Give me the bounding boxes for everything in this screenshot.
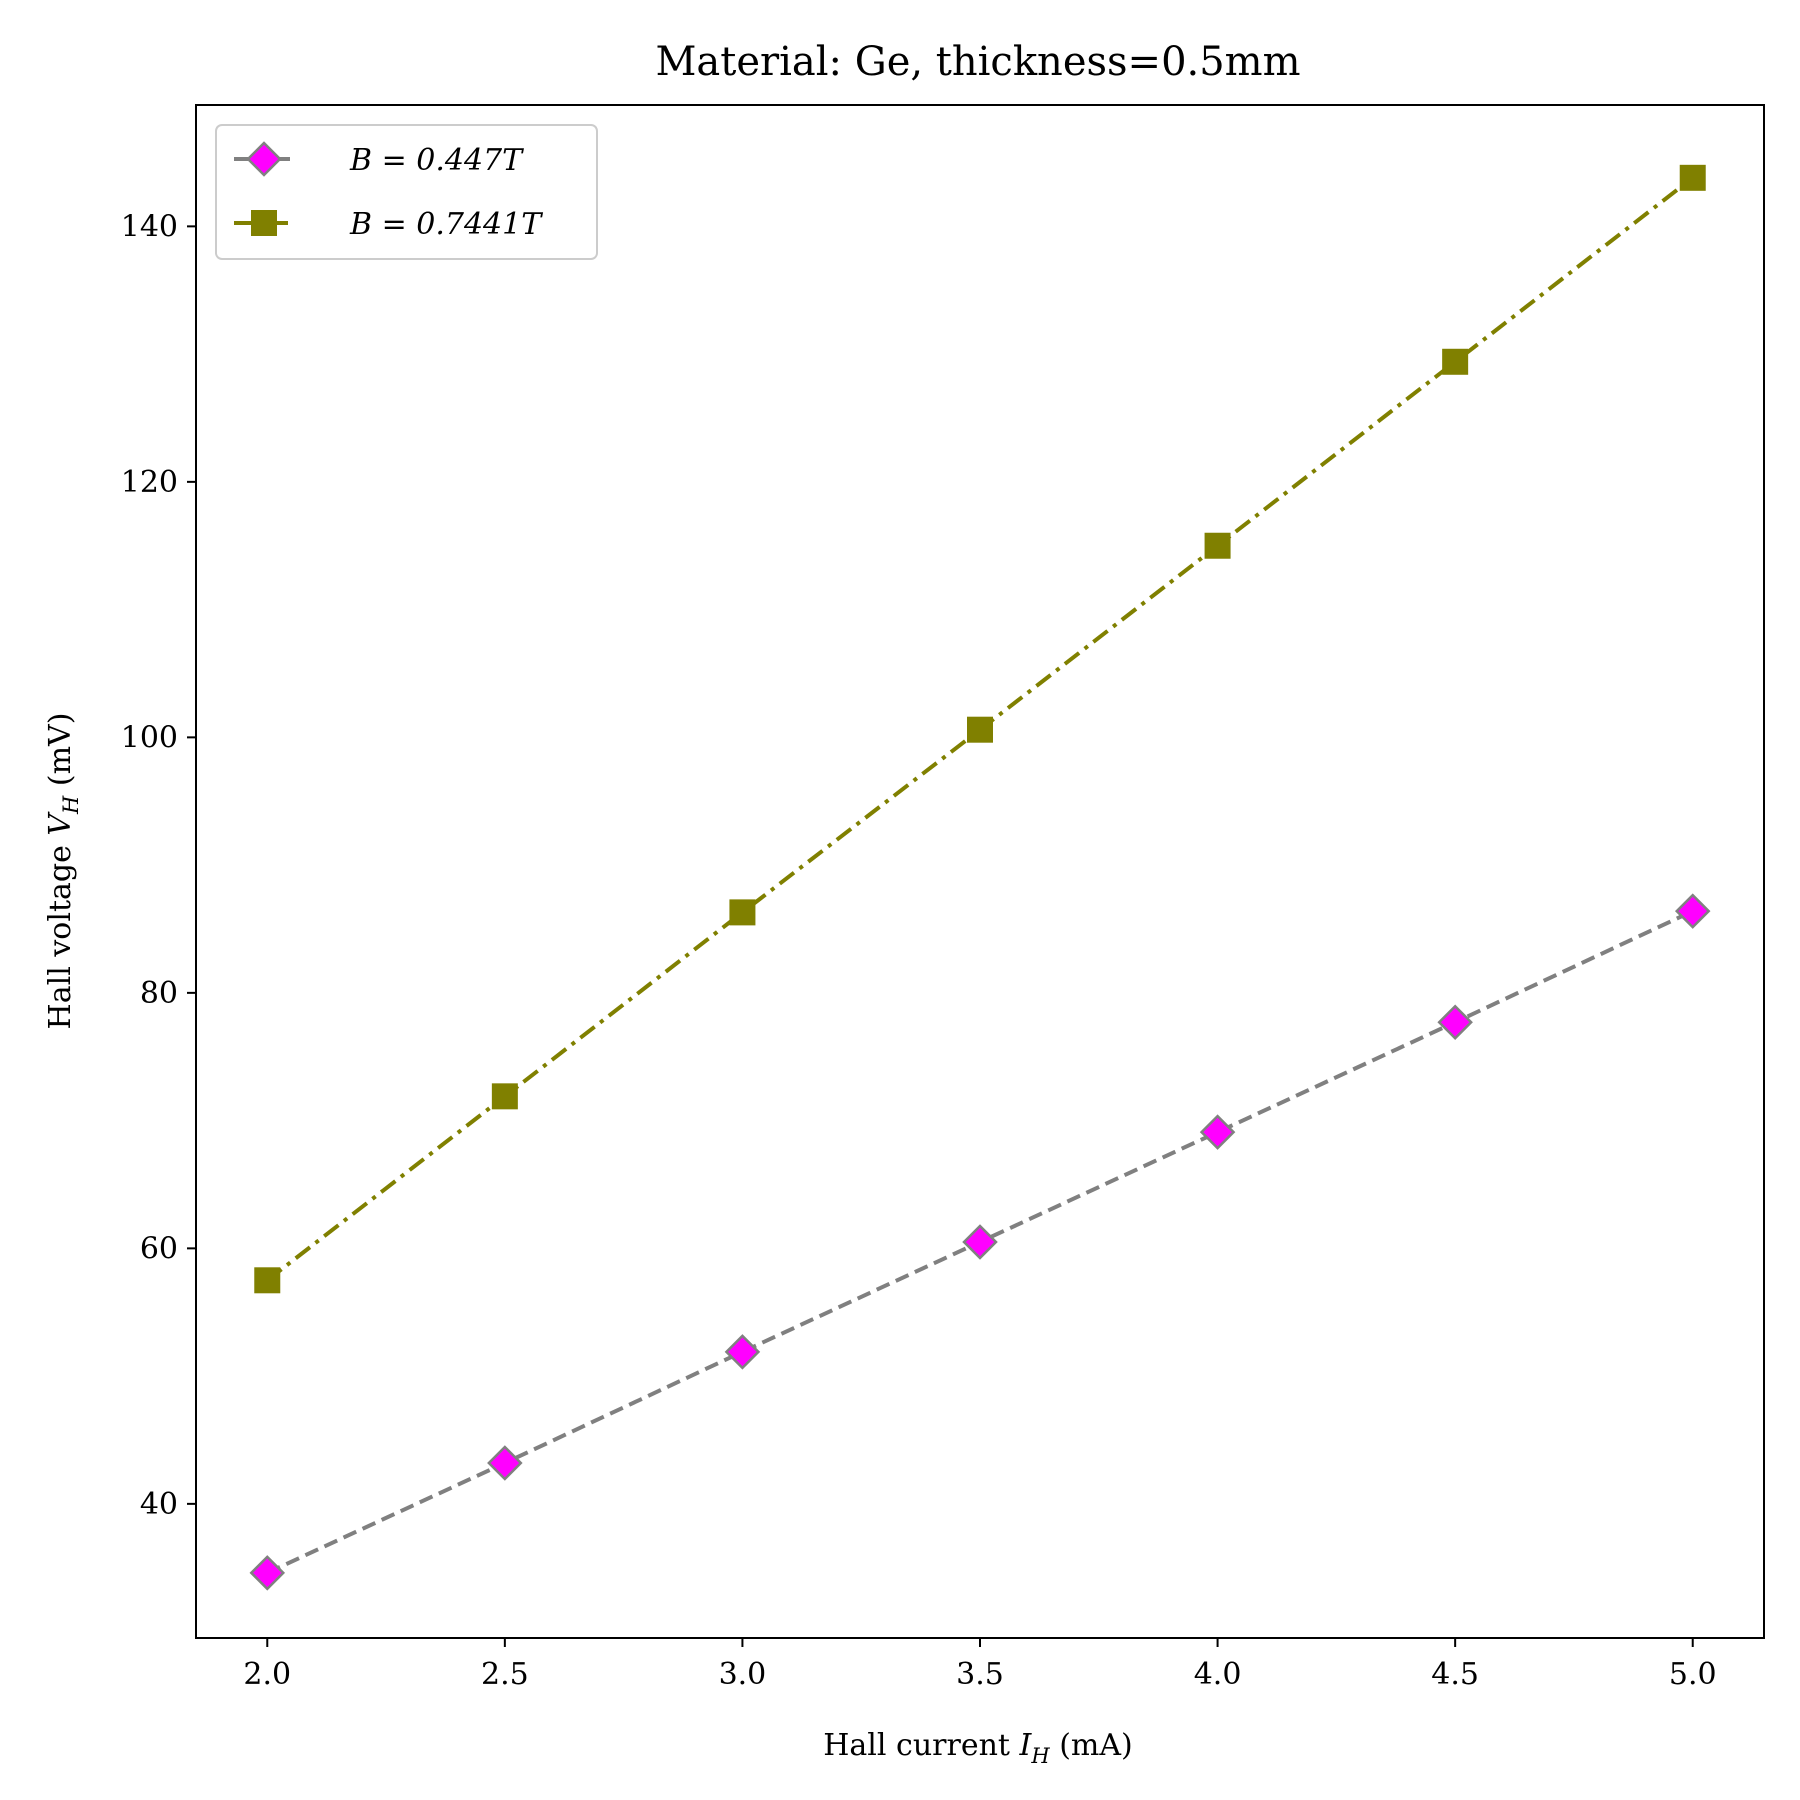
legend-box	[215, 124, 598, 260]
series-2-point	[1442, 348, 1469, 375]
y-axis-label-suffix: (mV)	[43, 713, 78, 796]
series-1-point	[1199, 1114, 1236, 1150]
x-axis-label-suffix: (mA)	[1050, 1728, 1133, 1763]
legend: B = 0.447T B = 0.7441T	[215, 124, 598, 260]
x-tick-label: 2.5	[481, 1657, 529, 1692]
y-tick-label: 120	[121, 465, 178, 500]
x-tick-label: 2.0	[243, 1657, 291, 1692]
series-1-point	[249, 1555, 286, 1591]
legend-label-2: B = 0.7441T	[349, 207, 543, 242]
x-axis-label-prefix: Hall current	[823, 1728, 1019, 1763]
y-tick-label: 140	[121, 209, 178, 244]
y-tick-label: 40	[140, 1487, 178, 1522]
plot-area	[195, 104, 1765, 1639]
legend-entries: B = 0.447T B = 0.7441T	[234, 141, 543, 242]
y-axis-label: Hall voltage VH (mV)	[43, 713, 83, 1030]
x-tick-label: 4.5	[1431, 1657, 1479, 1692]
series-2-point	[254, 1267, 281, 1294]
legend-marker-1	[246, 141, 282, 177]
chart-title: Material: Ge, thickness=0.5mm	[655, 39, 1300, 85]
x-axis: 2.0 2.5 3.0 3.5 4.0 4.5 5.0	[243, 1638, 1717, 1692]
x-tick-label: 3.0	[719, 1657, 767, 1692]
series-1-point	[487, 1445, 523, 1481]
series-layer	[249, 164, 1711, 1591]
series-1-point	[1674, 893, 1711, 929]
series-2-point	[491, 1083, 518, 1110]
series-1-point	[724, 1334, 761, 1370]
series-1-point	[962, 1224, 998, 1260]
x-axis-label-variable: I	[1019, 1728, 1033, 1763]
x-axis-label-subscript: H	[1030, 1744, 1050, 1768]
y-axis: 40 60 80 100 120 140	[121, 209, 196, 1522]
x-tick-label: 5.0	[1669, 1657, 1717, 1692]
y-axis-label-subscript: H	[59, 795, 83, 815]
y-tick-label: 100	[121, 720, 178, 755]
x-axis-label: Hall current IH (mA)	[823, 1728, 1133, 1768]
legend-marker-2	[251, 210, 277, 236]
y-axis-label-variable: V	[43, 811, 78, 836]
series-2-point	[1679, 164, 1706, 191]
x-tick-label: 3.5	[956, 1657, 1004, 1692]
legend-label-1: B = 0.447T	[349, 143, 524, 178]
x-tick-label: 4.0	[1194, 1657, 1242, 1692]
series-2-point	[729, 899, 756, 926]
y-tick-label: 80	[140, 976, 178, 1011]
series-2-point	[1204, 532, 1231, 559]
series-1-point	[1437, 1004, 1473, 1041]
y-tick-label: 60	[140, 1231, 178, 1266]
y-axis-label-prefix: Hall voltage	[43, 836, 78, 1030]
series-2-point	[967, 716, 993, 743]
